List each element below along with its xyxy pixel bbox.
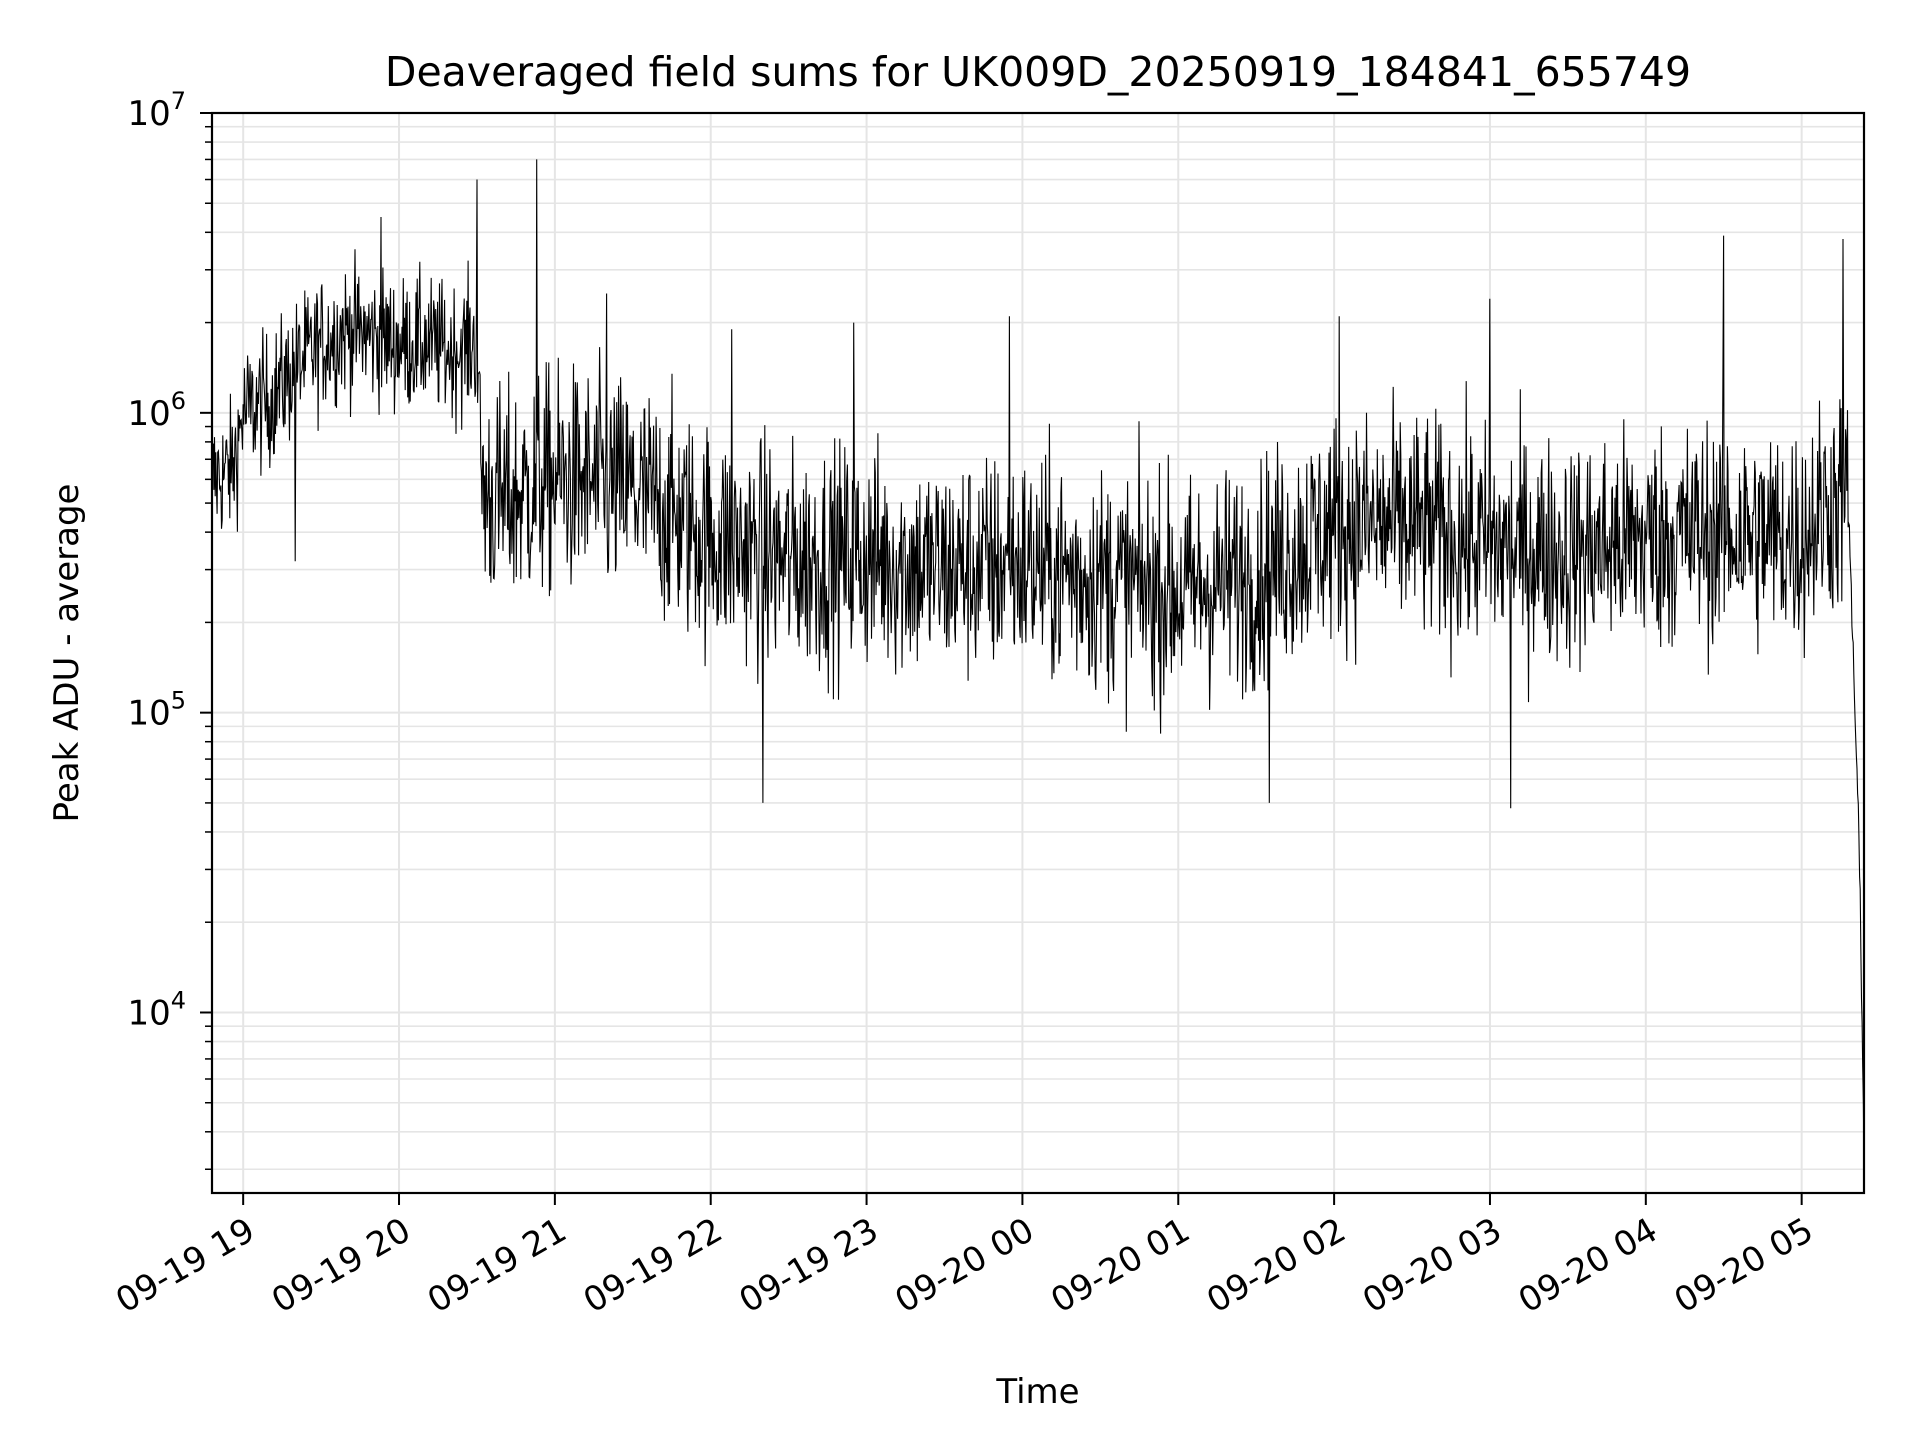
grid-lines [212,112,1864,1193]
x-axis-label: Time [995,1372,1079,1412]
data-line [211,159,1865,1172]
axes-frame [210,111,1866,1195]
y-tick-label: 104 [127,986,186,1033]
y-tick-label: 105 [127,687,186,734]
y-axis-label: Peak ADU - average [47,484,87,823]
series-line [211,159,1865,1172]
y-tick-label: 106 [127,387,186,434]
y-axis-ticks: 104 105 106 107 [127,87,212,1171]
y-tick-label: 107 [127,87,186,134]
chart-title: Deaveraged field sums for UK009D_2025091… [385,48,1691,96]
